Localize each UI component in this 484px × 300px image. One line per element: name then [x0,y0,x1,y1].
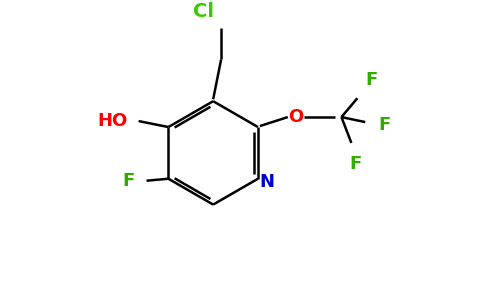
Text: F: F [365,71,378,89]
Text: N: N [259,173,274,191]
Text: F: F [349,155,362,173]
Text: O: O [288,108,303,126]
Text: F: F [378,116,390,134]
Text: Cl: Cl [193,2,214,21]
Text: F: F [122,172,135,190]
Text: HO: HO [98,112,128,130]
